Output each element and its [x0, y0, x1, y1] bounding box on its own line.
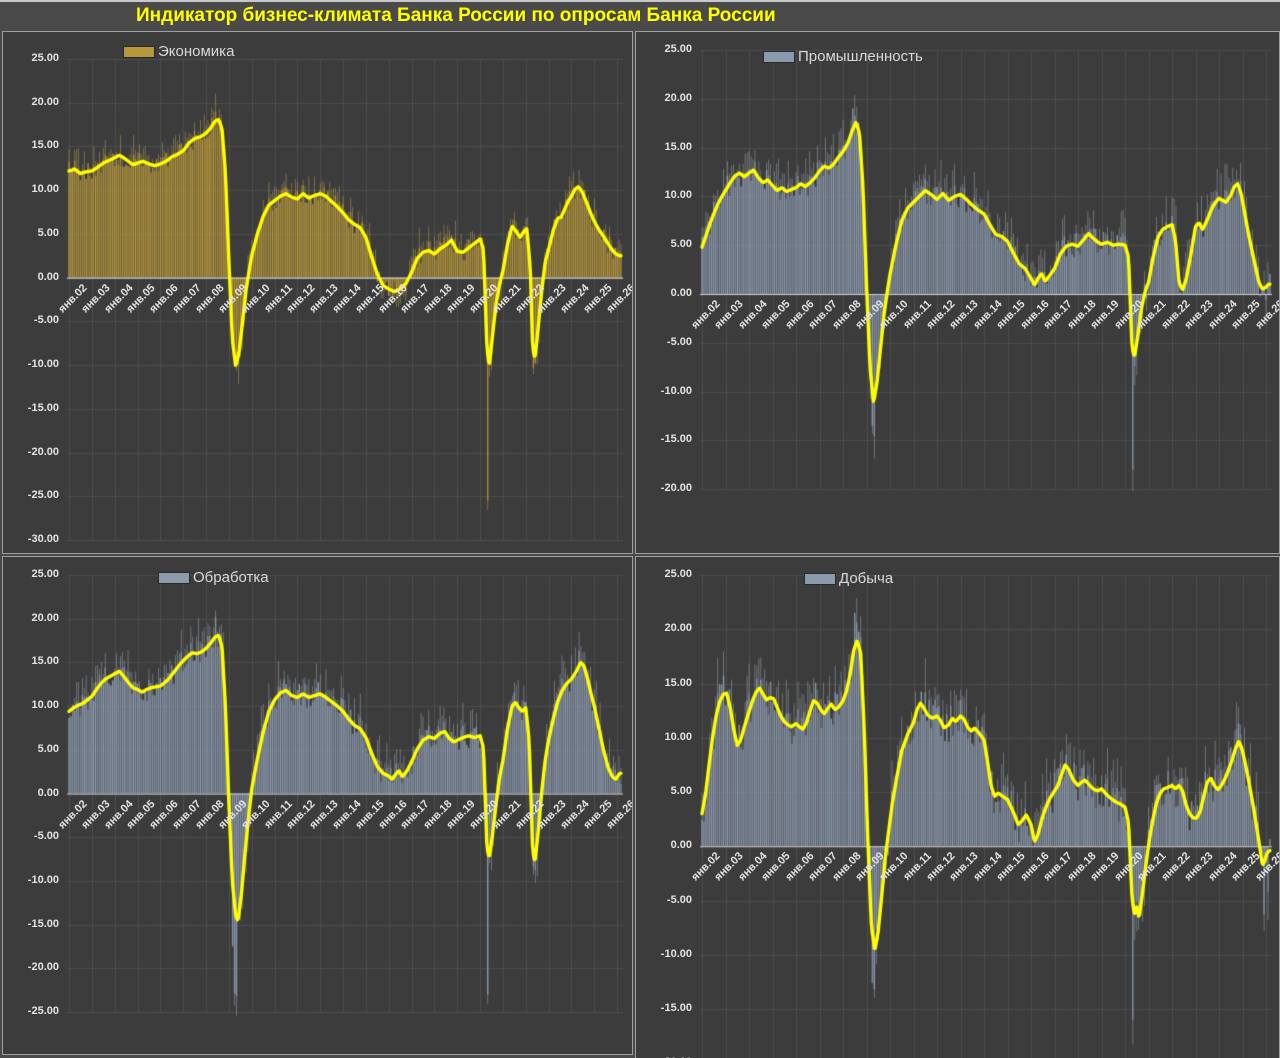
legend-mining: Добыча [804, 570, 893, 587]
legend-manufacturing: Обработка [158, 569, 269, 586]
legend-swatch-mining [804, 572, 836, 585]
legend-label-economy: Экономика [158, 43, 235, 60]
legend-swatch-manufacturing [158, 571, 190, 584]
page-title: Индикатор бизнес-климата Банка России по… [136, 5, 776, 26]
legend-label-industry: Промышленность [798, 48, 923, 65]
plot-canvas-manufacturing [3, 557, 632, 1054]
top-border-line [0, 0, 1280, 2]
legend-industry: Промышленность [763, 48, 923, 65]
legend-swatch-economy [123, 45, 155, 58]
legend-swatch-industry [763, 50, 795, 63]
legend-economy: Экономика [123, 43, 234, 60]
plot-canvas-industry [636, 32, 1279, 553]
chart-panel-mining: Добыча 25.00 20.00 15.00 10.00 5.00 0.00 -5.00… [635, 556, 1280, 1058]
chart-panel-manufacturing: Обработка 25.00 20.00 15.00 10.00 5.00 0.00 -5… [2, 556, 633, 1055]
chart-panel-industry: Промышленность 25.00 20.00 15.00 10.00 5.00 0… [635, 31, 1280, 554]
legend-label-manufacturing: Обработка [193, 569, 269, 586]
chart-panel-economy: Экономика 25.00 20.00 15.00 10.00 5.00 0.00 -5… [2, 31, 633, 554]
plot-canvas-economy [3, 32, 632, 553]
plot-canvas-mining [636, 557, 1279, 1058]
legend-label-mining: Добыча [839, 570, 894, 587]
